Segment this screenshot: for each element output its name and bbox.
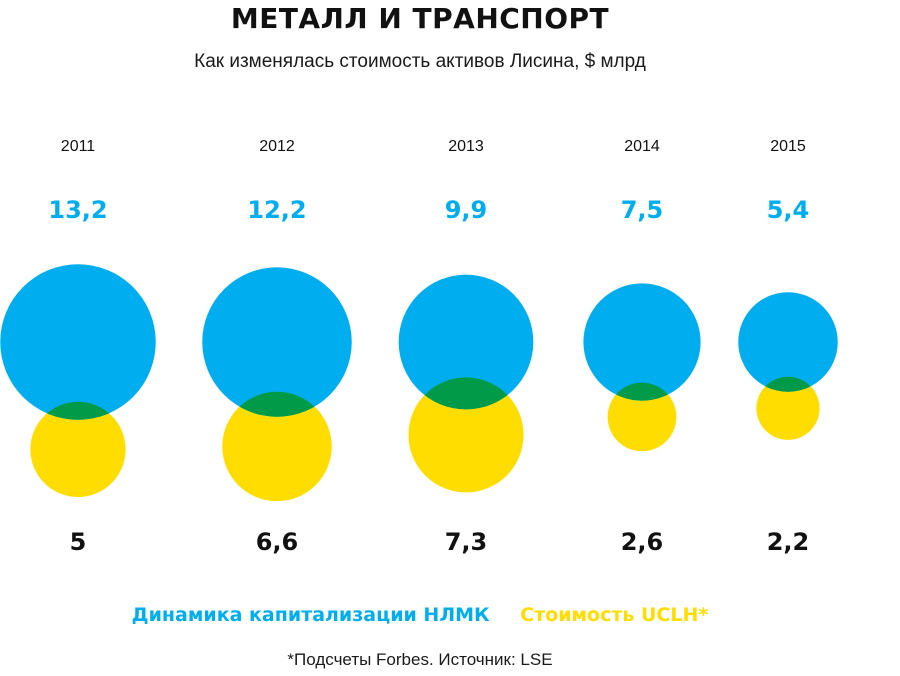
year-label: 2012: [259, 138, 295, 155]
year-label: 2011: [61, 138, 96, 155]
uclh-bubble: [756, 376, 820, 440]
nlmk-value-label: 5,4: [767, 196, 810, 224]
legend-nlmk: Динамика капитализации НЛМК: [131, 604, 490, 626]
nlmk-bubble: [583, 283, 701, 401]
uclh-value-label: 7,3: [445, 528, 488, 556]
nlmk-value-label: 13,2: [48, 196, 107, 224]
bubble-chart: 2011 13,2 5 2012 12,2 6,6 2013 9,9 7,3 2014 7,5 2,6…: [0, 138, 838, 556]
uclh-value-label: 5: [70, 528, 87, 556]
nlmk-value-label: 12,2: [247, 196, 306, 224]
chart-title: МЕТАЛЛ И ТРАНСПОРТ: [230, 2, 610, 35]
uclh-value-label: 2,2: [767, 528, 810, 556]
chart-subtitle: Как изменялась стоимость активов Лисина,…: [194, 51, 646, 72]
uclh-value-label: 2,6: [621, 528, 664, 556]
uclh-bubble: [222, 391, 332, 502]
uclh-bubble: [30, 401, 126, 498]
nlmk-bubble: [738, 292, 838, 392]
uclh-bubble: [607, 382, 677, 452]
year-label: 2014: [624, 138, 660, 155]
nlmk-bubble: [0, 264, 156, 420]
nlmk-value-label: 9,9: [445, 196, 488, 224]
footnote: *Подсчеты Forbes. Источник: LSE: [287, 650, 553, 669]
year-label: 2015: [770, 138, 806, 155]
uclh-value-label: 6,6: [256, 528, 299, 556]
nlmk-bubble: [398, 274, 534, 410]
legend-uclh: Стоимость UCLH*: [520, 604, 709, 626]
nlmk-bubble: [202, 267, 352, 417]
legend: Динамика капитализации НЛМК Стоимость UC…: [0, 604, 840, 626]
uclh-bubble: [408, 377, 524, 493]
nlmk-value-label: 7,5: [621, 196, 664, 224]
year-label: 2013: [448, 138, 484, 155]
